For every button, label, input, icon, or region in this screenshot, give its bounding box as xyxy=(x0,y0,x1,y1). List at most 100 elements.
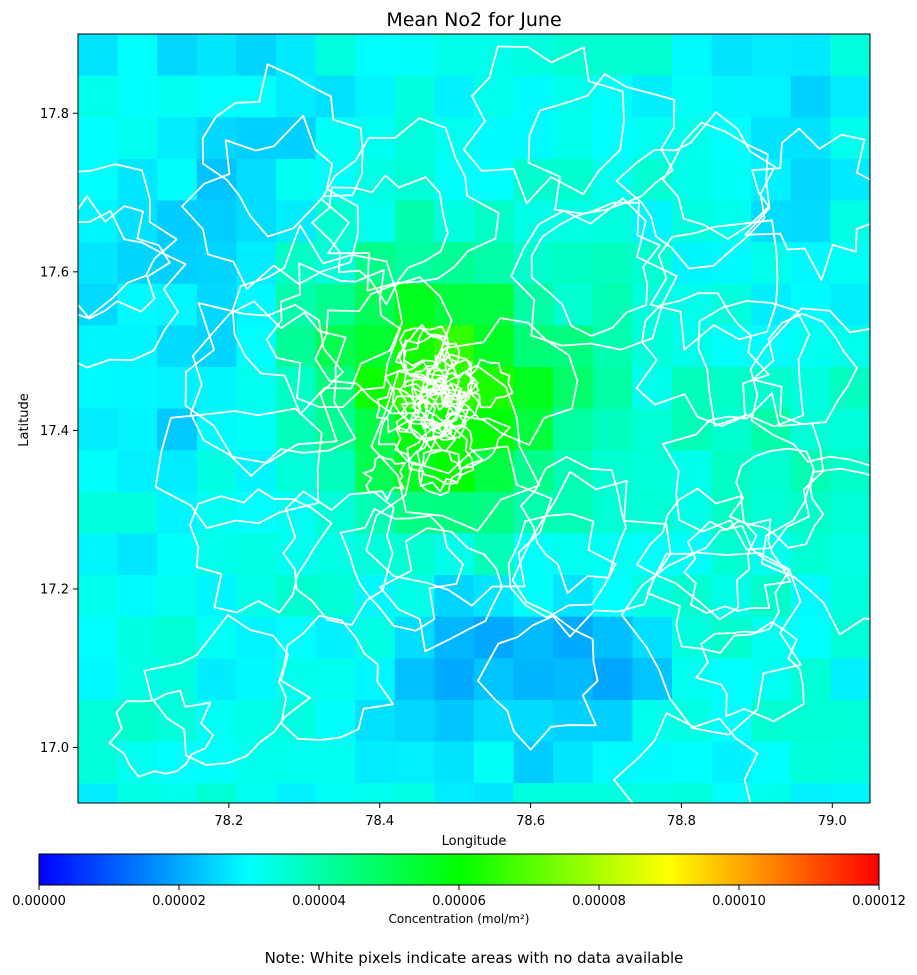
heatmap-cell xyxy=(474,741,515,784)
heatmap-cell xyxy=(157,75,198,118)
heatmap-cell xyxy=(513,699,554,743)
district-boundary xyxy=(339,508,464,632)
district-boundary xyxy=(370,364,541,532)
district-boundary xyxy=(477,614,599,751)
district-boundary xyxy=(384,360,449,426)
heatmap-cell xyxy=(751,450,792,493)
heatmap-cell xyxy=(790,117,831,160)
heatmap-cell xyxy=(394,533,435,576)
district-boundary xyxy=(615,111,776,270)
y-tick-label: 17.2 xyxy=(40,582,69,597)
heatmap-cell xyxy=(672,34,713,77)
district-boundary xyxy=(749,307,870,467)
heatmap-cell xyxy=(830,200,870,243)
district-boundary xyxy=(143,614,311,766)
heatmap-cell xyxy=(117,75,158,118)
heatmap-cell xyxy=(751,658,792,701)
district-boundary xyxy=(320,117,500,292)
heatmap-cell xyxy=(513,366,554,410)
heatmap-cell xyxy=(553,658,594,701)
heatmap-cell xyxy=(236,741,277,784)
district-boundary xyxy=(154,407,323,529)
heatmap-cell xyxy=(196,242,237,285)
district-boundary xyxy=(445,408,511,470)
heatmap-cell xyxy=(592,242,633,285)
x-tick-label: 78.2 xyxy=(214,814,243,829)
heatmap-cell xyxy=(117,616,158,659)
heatmap-cell xyxy=(513,783,554,803)
heatmap-cell xyxy=(711,325,752,368)
heatmap-cell xyxy=(315,408,356,451)
heatmap-cell xyxy=(513,658,554,701)
heatmap-cell xyxy=(315,491,356,535)
heatmap-cell xyxy=(592,616,633,659)
heatmap-cell xyxy=(553,783,594,803)
heatmap-cell xyxy=(592,783,633,803)
heatmap-cell xyxy=(196,34,237,77)
heatmap-cell xyxy=(830,75,870,118)
heatmap-cell xyxy=(434,75,475,118)
heatmap-cell xyxy=(236,366,277,410)
heatmap-cell xyxy=(196,325,237,368)
heatmap-cell xyxy=(315,75,356,118)
colorbar-tick-label: 0.00008 xyxy=(572,894,626,909)
heatmap-cell xyxy=(790,325,831,368)
heatmap-cell xyxy=(157,366,198,410)
heatmap-cell xyxy=(711,658,752,701)
district-boundary xyxy=(620,551,802,736)
heatmap-cell xyxy=(394,658,435,701)
x-tick-label: 78.8 xyxy=(667,814,696,829)
district-boundary xyxy=(527,73,676,215)
heatmap-cell xyxy=(790,616,831,659)
x-tick-label: 78.6 xyxy=(516,814,545,829)
heatmap-cell xyxy=(711,34,752,77)
heatmap-cell xyxy=(117,783,158,803)
heatmap-cell xyxy=(830,491,870,535)
district-boundary xyxy=(744,127,870,281)
heatmap-cell xyxy=(592,658,633,701)
heatmap-cell xyxy=(355,75,396,118)
heatmap-cell xyxy=(157,783,198,803)
heatmap-cell xyxy=(632,741,673,784)
district-boundary xyxy=(189,488,333,614)
heatmap-cell xyxy=(751,34,792,77)
heatmap-cell xyxy=(592,491,633,535)
heatmap-cell xyxy=(394,117,435,160)
heatmap-cell xyxy=(592,366,633,410)
district-boundary xyxy=(399,325,450,367)
colorbar-label: Concentration (mol/m²) xyxy=(389,912,530,926)
y-tick-label: 17.4 xyxy=(40,424,69,439)
heatmap-cell xyxy=(196,783,237,803)
heatmap-cell xyxy=(355,741,396,784)
y-axis: 17.0 17.2 17.4 17.6 17.8 xyxy=(40,107,78,756)
heatmap-cell xyxy=(434,783,475,803)
heatmap-cell xyxy=(276,658,317,701)
heatmap-cell xyxy=(276,34,317,77)
heatmap-cell xyxy=(78,741,119,784)
heatmap-cell xyxy=(117,450,158,493)
heatmap-cell xyxy=(236,616,277,659)
heatmap-cell xyxy=(355,783,396,803)
x-axis-label: Longitude xyxy=(442,834,507,849)
heatmap-cell xyxy=(236,533,277,576)
heatmap-cell xyxy=(830,158,870,202)
heatmap-cell xyxy=(276,75,317,118)
heatmap-cell xyxy=(751,783,792,803)
y-tick-label: 17.0 xyxy=(40,741,69,756)
heatmap-cell xyxy=(790,158,831,202)
heatmap-cell xyxy=(474,75,515,118)
heatmap-cell xyxy=(78,491,119,535)
district-boundary xyxy=(661,392,825,551)
heatmap-cell xyxy=(117,491,158,535)
heatmap-cell xyxy=(157,283,198,326)
heatmap-cell xyxy=(355,533,396,576)
heatmap-cell xyxy=(672,366,713,410)
heatmap-cell xyxy=(157,34,198,77)
heatmap-cell xyxy=(157,242,198,285)
heatmap-cell xyxy=(117,242,158,285)
heatmap-cell xyxy=(632,325,673,368)
heatmap-cell xyxy=(553,117,594,160)
heatmap-cell xyxy=(672,616,713,659)
heatmap-cell xyxy=(474,658,515,701)
